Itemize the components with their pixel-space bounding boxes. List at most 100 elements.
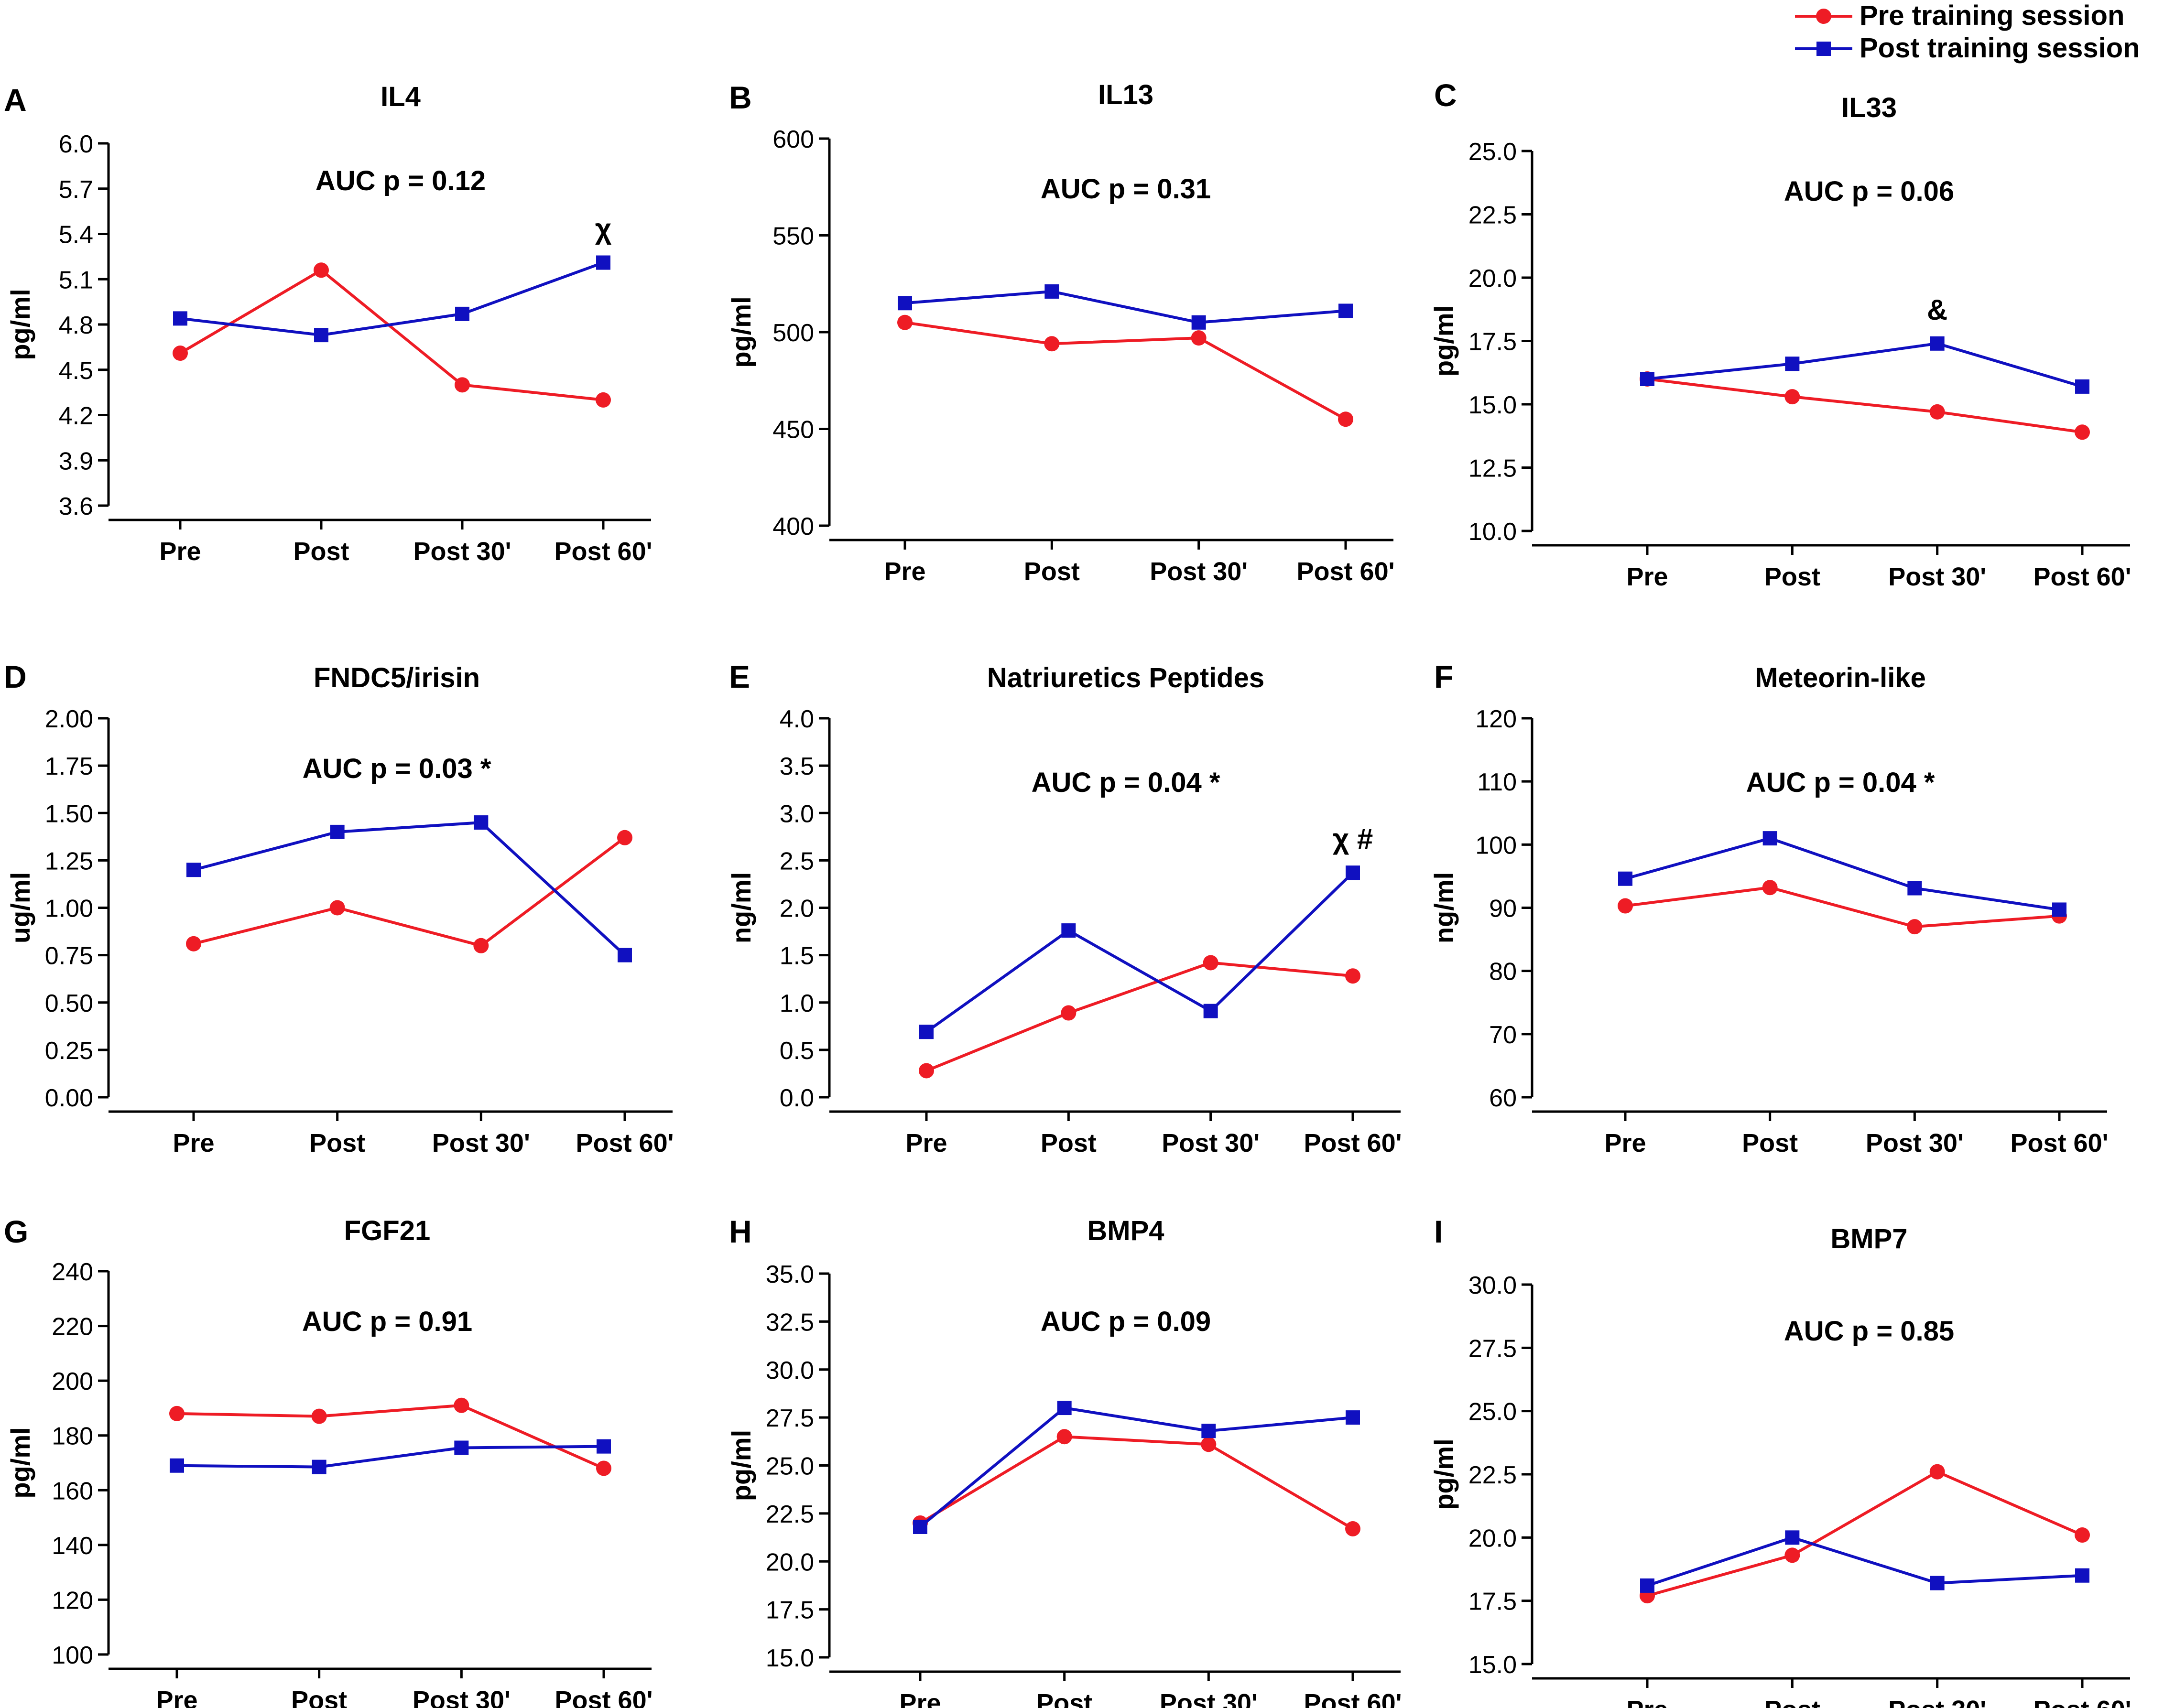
y-tick-label: 25.0: [1468, 138, 1517, 166]
y-tick-label: 0.50: [45, 990, 93, 1017]
y-tick-label: 180: [52, 1423, 93, 1450]
significance-marker: χ: [595, 213, 612, 245]
panel-h: H BMP4 AUC p = 0.09 15.0 17.5 20.0 22.5 25.0 27.…: [726, 1214, 1402, 1708]
data-point-post: [1346, 865, 1360, 880]
data-point-post: [170, 1458, 184, 1473]
series-line-post: [925, 871, 1354, 1033]
auc-annotation: AUC p = 0.12: [315, 165, 486, 196]
y-tick-label: 5.7: [59, 176, 93, 204]
y-axis-label: ug/ml: [5, 872, 35, 943]
y-tick-label: 10.0: [1468, 518, 1517, 546]
legend-pre-label: Pre training session: [1860, 0, 2124, 31]
panel-f: F Meteorin-like AUC p = 0.04 * 60 70 80 90 100 1…: [1429, 659, 2108, 1157]
legend-post-label: Post training session: [1860, 32, 2140, 64]
panel-letter: I: [1434, 1214, 1443, 1249]
data-point-post: [186, 863, 201, 877]
series-line-post: [1647, 342, 2083, 388]
series-line-pre: [925, 961, 1353, 1072]
data-point-post: [618, 948, 632, 962]
x-tick-label: Post: [1764, 562, 1820, 591]
y-tick-label: 450: [772, 416, 814, 444]
series-line-pre: [1647, 1470, 2083, 1597]
panel-title: BMP4: [1087, 1215, 1164, 1246]
data-point-post: [1201, 1424, 1216, 1438]
y-tick-label: 550: [772, 223, 814, 250]
y-tick-label: 12.5: [1468, 455, 1517, 483]
y-tick-label: 17.5: [1468, 328, 1517, 356]
y-tick-label: 60: [1489, 1084, 1517, 1112]
y-tick-label: 15.0: [766, 1644, 814, 1672]
data-point-pre: [2075, 424, 2090, 440]
y-axis-label: ng/ml: [726, 872, 756, 943]
x-tick-label: Post 30': [413, 537, 511, 566]
y-axis-label: pg/ml: [726, 296, 756, 368]
y-axis-label: pg/ml: [726, 1430, 756, 1501]
panel-letter: G: [4, 1214, 28, 1249]
y-tick-label: 4.2: [59, 402, 93, 430]
y-tick-label: 4.5: [59, 357, 93, 385]
y-tick-label: 200: [52, 1368, 93, 1395]
x-tick-label: Post: [1742, 1129, 1798, 1157]
y-tick-label: 1.25: [45, 847, 93, 875]
data-point-post: [1044, 284, 1059, 299]
x-tick-label: Post 30': [1150, 557, 1248, 586]
y-tick-label: 2.00: [45, 705, 93, 733]
significance-marker: χ #: [1333, 823, 1373, 855]
y-axis-label: ng/ml: [1429, 872, 1459, 943]
y-tick-label: 100: [52, 1642, 93, 1669]
y-tick-label: 0.00: [45, 1084, 93, 1112]
y-tick-label: 25.0: [1468, 1398, 1517, 1426]
y-tick-label: 3.5: [780, 753, 814, 780]
data-point-post: [913, 1519, 927, 1534]
y-tick-label: 4.0: [780, 705, 814, 733]
x-tick-label: Post 30': [1160, 1689, 1258, 1708]
x-tick-label: Post 30': [413, 1686, 511, 1708]
x-tick-label: Pre: [905, 1129, 947, 1157]
x-tick-label: Pre: [1626, 562, 1668, 591]
y-tick-label: 1.00: [45, 895, 93, 923]
series-line-pre: [1625, 886, 2060, 929]
data-point-pre: [186, 936, 201, 951]
data-point-pre: [617, 830, 632, 845]
data-point-post: [1061, 923, 1076, 938]
y-tick-label: 20.0: [1468, 265, 1517, 292]
data-point-pre: [455, 377, 470, 393]
panel-b: B IL13 AUC p = 0.31 400 450 500 550 600 pg/ml Pre…: [726, 79, 1394, 586]
data-point-pre: [1044, 336, 1060, 352]
data-point-pre: [919, 1063, 934, 1079]
y-tick-label: 400: [772, 513, 814, 541]
panel-letter: E: [729, 659, 750, 694]
data-point-pre: [329, 900, 345, 916]
data-point-pre: [1784, 389, 1800, 405]
data-point-pre: [1345, 1521, 1360, 1536]
y-tick-label: 600: [772, 126, 814, 153]
y-tick-label: 4.8: [59, 312, 93, 339]
panel-letter: A: [4, 82, 27, 118]
x-tick-label: Post 60': [2034, 562, 2132, 591]
y-tick-label: 0.0: [780, 1084, 814, 1112]
y-tick-label: 3.0: [780, 800, 814, 828]
x-tick-label: Post: [1041, 1129, 1097, 1157]
data-point-pre: [173, 346, 188, 361]
data-point-pre: [169, 1405, 185, 1421]
data-point-post: [312, 1459, 326, 1474]
data-point-post: [2075, 1568, 2089, 1583]
data-point-post: [898, 296, 912, 311]
x-tick-label: Pre: [1626, 1696, 1668, 1708]
x-tick-label: Post 60': [555, 1686, 653, 1708]
series-line-pre: [1647, 378, 2083, 434]
y-tick-label: 5.1: [59, 266, 93, 294]
x-tick-label: Post 30': [1888, 1696, 1986, 1708]
y-tick-label: 30.0: [766, 1357, 814, 1384]
x-tick-label: Post 30': [1888, 562, 1986, 591]
series-line-post: [1647, 1536, 2083, 1587]
x-tick-label: Post: [309, 1129, 365, 1157]
y-axis-label: pg/ml: [5, 289, 35, 360]
series-line-post: [180, 261, 604, 337]
data-point-pre: [1929, 1464, 1945, 1480]
series-line-post: [193, 821, 626, 956]
y-tick-label: 20.0: [1468, 1524, 1517, 1552]
y-tick-label: 120: [52, 1587, 93, 1614]
auc-annotation: AUC p = 0.04 *: [1032, 767, 1220, 798]
